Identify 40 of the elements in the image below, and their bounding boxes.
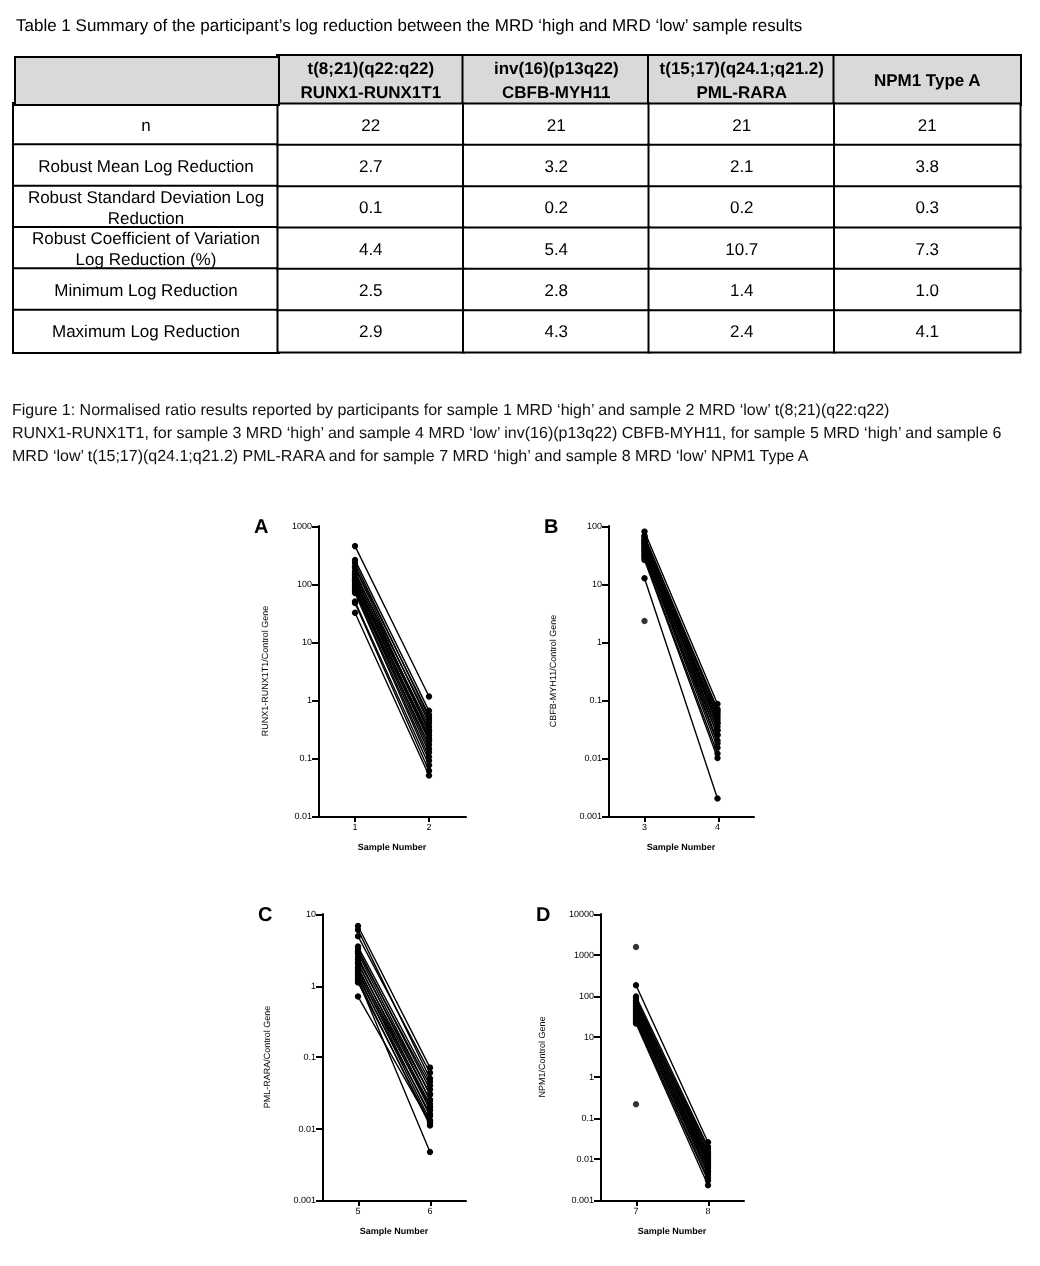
chart-title: Table 1 Summary of the participant’s log reduction between the MRD ‘high and MRD ‘low’ sample results: [16, 15, 803, 35]
data-label: 2.1: [729, 156, 755, 176]
x-tick-label: t(8;21)(q22:q22) RUNX1-RUNX1T1: [300, 58, 442, 102]
data-label: 21: [546, 114, 567, 135]
data-label: 10.7: [725, 238, 759, 259]
data-label: 2.4: [729, 321, 755, 342]
data-label: 2.8: [544, 280, 569, 300]
x-tick-label: NPM1 Type A: [873, 70, 981, 90]
data-label: 5.4: [544, 238, 569, 259]
data-label: 0.2: [544, 197, 569, 218]
data-label: 3.2: [544, 156, 569, 176]
data-label: 3.8: [915, 156, 940, 176]
data-label: 2.7: [358, 156, 384, 176]
data-label: 1.4: [729, 280, 755, 300]
chart-title: D: [536, 905, 551, 927]
data-label: 4.1: [915, 321, 940, 342]
y-tick-label: Robust Mean Log Reduction: [38, 156, 255, 176]
x-tick-label: inv(16)(p13q22) CBFB-MYH11: [493, 58, 619, 102]
data-label: 7.3: [915, 238, 940, 259]
data-label: 21: [732, 114, 752, 135]
data-label: 0.2: [729, 197, 755, 218]
data-label: 0.1: [358, 197, 384, 218]
data-label: 22: [361, 114, 381, 135]
y-tick-label: Robust Coefficient of Variation Log Reduction (%): [31, 228, 261, 269]
data-label: 2.9: [358, 321, 384, 342]
chart-title: C: [258, 905, 273, 927]
caption: Figure 1: Normalised ratio results reported by participants for sample 1 MRD ‘high’ and sample 2 MRD ‘low’ t(8;21)(q22:q22) RUNX1-RUNX1T1, for sample 3 MRD ‘high’ and sample 4 MRD ‘low’ inv(16)(p13q22) CBFB-MYH11, for sample 5 MRD ‘high’ and sample 6 MRD ‘low’ t(15;17)(q24.1;q21.2) PML-RARA and for sample 7 MRD ‘high’ and sample 8 MRD ‘low’ NPM1 Type A: [12, 400, 1003, 465]
data-label: 4.4: [358, 238, 384, 259]
data-label: 0.3: [915, 197, 940, 218]
x-tick-label: t(15;17)(q24.1;q21.2) PML-RARA: [659, 58, 825, 102]
y-tick-label: Maximum Log Reduction: [51, 321, 241, 342]
chart-title: A: [254, 517, 269, 539]
data-label: 1.0: [915, 280, 940, 300]
y-tick-label: n: [141, 114, 152, 135]
data-label: 2.5: [358, 280, 384, 300]
y-tick-label: Minimum Log Reduction: [54, 280, 239, 300]
y-tick-label: Robust Standard Deviation Log Reduction: [27, 187, 265, 228]
data-label: 21: [917, 114, 938, 135]
data-label: 4.3: [544, 321, 569, 342]
chart-title: B: [544, 517, 559, 539]
